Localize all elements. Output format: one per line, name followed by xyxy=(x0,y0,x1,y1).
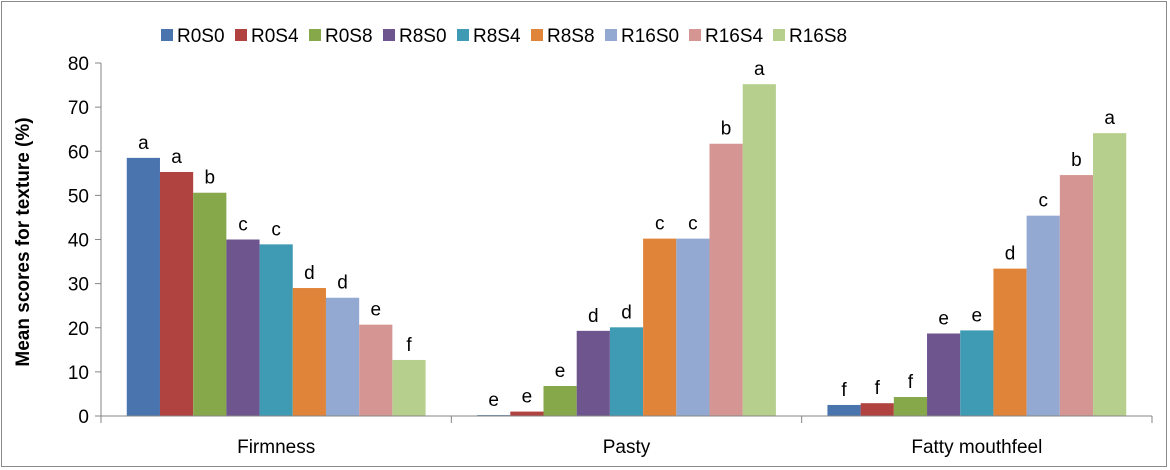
legend-swatch-r8s8 xyxy=(531,29,543,41)
legend-swatch-r8s4 xyxy=(457,29,469,41)
legend: R0S0 R0S4 R0S8 R8S0 R8S4 R8S8 R16S0 R16S4 R16S8 xyxy=(161,26,847,47)
bar-r16s4-firmness xyxy=(359,324,393,416)
legend-swatch-r0s0 xyxy=(161,29,173,41)
legend-label-r8s8: R8S8 xyxy=(547,26,595,47)
bar-r16s0-firmness xyxy=(325,297,360,416)
legend-swatch-r8s0 xyxy=(383,29,395,41)
bar-r8s0-firmness xyxy=(226,239,260,416)
significance-label: c xyxy=(271,219,281,240)
y-tick-label: 70 xyxy=(68,98,89,119)
legend-label-r16s8: R16S8 xyxy=(789,26,847,47)
significance-label: a xyxy=(754,59,765,80)
y-tick-label: 10 xyxy=(68,363,89,384)
legend-label-r16s4: R16S4 xyxy=(705,26,764,47)
bar-r0s8-pasty xyxy=(543,385,577,416)
bar-r8s8-pasty xyxy=(643,238,677,416)
y-tick-label: 30 xyxy=(68,275,89,296)
significance-label: e xyxy=(370,300,381,321)
y-tick-label: 80 xyxy=(68,54,89,75)
significance-label: a xyxy=(138,133,149,154)
y-tick-label: 20 xyxy=(68,319,89,340)
bar-r16s8-pasty xyxy=(742,84,776,417)
bar-r8s4-firmness xyxy=(259,244,293,416)
bar-r8s4-pasty xyxy=(609,327,644,416)
bar-r8s8-firmness xyxy=(292,288,326,416)
x-category-label: Firmness xyxy=(237,437,315,458)
bar-r16s0-fatty-mouthfeel xyxy=(1026,215,1060,416)
legend-label-r0s8: R0S8 xyxy=(325,26,373,47)
bar-r8s4-fatty-mouthfeel xyxy=(960,330,994,416)
legend-label-r16s0: R16S0 xyxy=(621,26,679,47)
legend-label-r0s4: R0S4 xyxy=(251,26,299,47)
significance-label: a xyxy=(171,147,182,168)
significance-label: f xyxy=(875,378,881,399)
legend-swatch-r0s8 xyxy=(309,29,321,41)
y-tick-label: 50 xyxy=(68,186,89,207)
significance-label: b xyxy=(204,168,215,189)
legend-swatch-r16s0 xyxy=(605,29,617,41)
bar-r0s8-firmness xyxy=(193,192,227,416)
significance-label: f xyxy=(841,380,847,401)
legend-swatch-r16s8 xyxy=(773,29,785,41)
significance-label: e xyxy=(972,305,983,326)
significance-label: a xyxy=(1104,108,1115,129)
x-category-label: Fatty mouthfeel xyxy=(911,437,1042,458)
significance-label: d xyxy=(621,302,632,323)
y-tick-label: 60 xyxy=(68,142,89,163)
significance-label: f xyxy=(908,372,914,393)
significance-label: e xyxy=(522,387,533,408)
significance-label: d xyxy=(337,273,348,294)
significance-label: c xyxy=(238,215,248,236)
significance-label: f xyxy=(406,335,412,356)
bar-r0s0-firmness xyxy=(126,157,160,416)
bars: a a b c c d d e f e e e d d c c b a f f f e e d c b a xyxy=(126,59,1127,417)
y-axis-label: Mean scores for texture (%) xyxy=(13,117,34,366)
bar-r16s8-firmness xyxy=(392,359,426,416)
significance-label: c xyxy=(1038,191,1048,212)
y-axis: 0 10 20 30 40 50 60 70 80 xyxy=(68,54,102,428)
legend-swatch-r16s4 xyxy=(689,29,701,41)
bar-r16s4-fatty-mouthfeel xyxy=(1059,175,1094,416)
significance-label: d xyxy=(1005,244,1016,265)
bar-r0s8-fatty-mouthfeel xyxy=(893,397,928,416)
significance-label: d xyxy=(588,306,599,327)
significance-label: e xyxy=(938,308,949,329)
bar-r16s4-pasty xyxy=(709,143,743,416)
legend-label-r8s0: R8S0 xyxy=(399,26,447,47)
legend-swatch-r0s4 xyxy=(235,29,247,41)
significance-label: b xyxy=(1071,150,1082,171)
bar-r16s0-pasty xyxy=(676,238,710,416)
bar-r0s4-pasty xyxy=(510,411,544,416)
bar-r0s0-fatty-mouthfeel xyxy=(827,404,861,416)
bar-r16s8-fatty-mouthfeel xyxy=(1093,133,1127,416)
significance-label: e xyxy=(488,390,499,411)
legend-label-r8s4: R8S4 xyxy=(473,26,521,47)
y-tick-label: 0 xyxy=(78,407,89,428)
legend-label-r0s0: R0S0 xyxy=(177,26,225,47)
y-tick-label: 40 xyxy=(68,231,89,252)
bar-r8s0-pasty xyxy=(576,330,610,416)
bar-r0s4-firmness xyxy=(159,171,194,416)
significance-label: b xyxy=(721,119,732,140)
bar-r8s8-fatty-mouthfeel xyxy=(993,268,1027,416)
significance-label: c xyxy=(655,214,665,235)
significance-label: c xyxy=(688,214,698,235)
x-category-label: Pasty xyxy=(603,437,651,458)
bar-r0s4-fatty-mouthfeel xyxy=(860,403,894,416)
significance-label: d xyxy=(304,263,315,284)
significance-label: e xyxy=(555,361,566,382)
bar-r8s0-fatty-mouthfeel xyxy=(927,333,961,416)
x-axis: Firmness Pasty Fatty mouthfeel xyxy=(100,415,1153,458)
